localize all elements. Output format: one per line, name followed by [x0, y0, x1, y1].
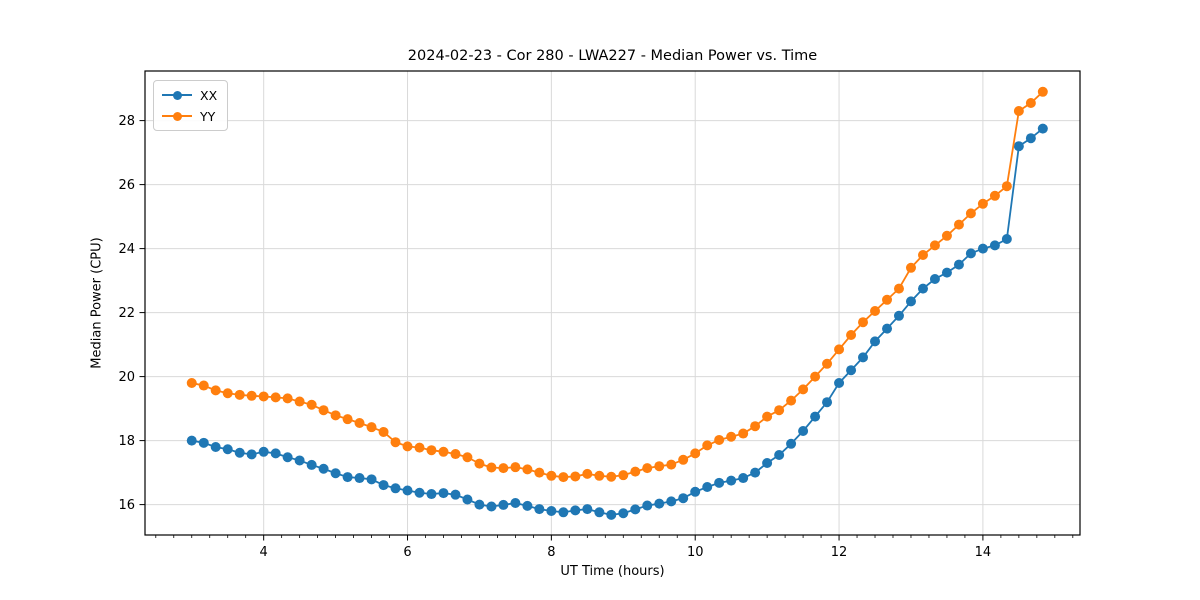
legend-label-yy: YY: [200, 108, 216, 124]
svg-text:14: 14: [975, 545, 992, 560]
legend-marker-yy: [162, 111, 192, 121]
y-axis-label: Median Power (CPU): [89, 237, 105, 369]
svg-text:18: 18: [118, 434, 135, 449]
legend: XX YY: [153, 80, 229, 131]
legend-item-xx: XX: [162, 86, 217, 104]
svg-text:8: 8: [547, 545, 555, 560]
svg-text:6: 6: [403, 545, 411, 560]
x-axis-label: UT Time (hours): [560, 564, 665, 579]
chart-title: 2024-02-23 - Cor 280 - LWA227 - Median P…: [407, 48, 818, 64]
svg-text:12: 12: [831, 545, 848, 560]
svg-text:20: 20: [118, 370, 135, 385]
legend-marker-xx: [162, 90, 192, 100]
legend-item-yy: YY: [162, 107, 217, 125]
svg-text:16: 16: [118, 498, 135, 513]
svg-text:28: 28: [118, 114, 135, 129]
legend-label-xx: XX: [200, 87, 218, 103]
svg-text:26: 26: [118, 178, 135, 193]
svg-text:24: 24: [118, 242, 135, 257]
svg-text:4: 4: [260, 545, 268, 560]
svg-text:10: 10: [687, 545, 704, 560]
svg-text:22: 22: [118, 306, 135, 321]
